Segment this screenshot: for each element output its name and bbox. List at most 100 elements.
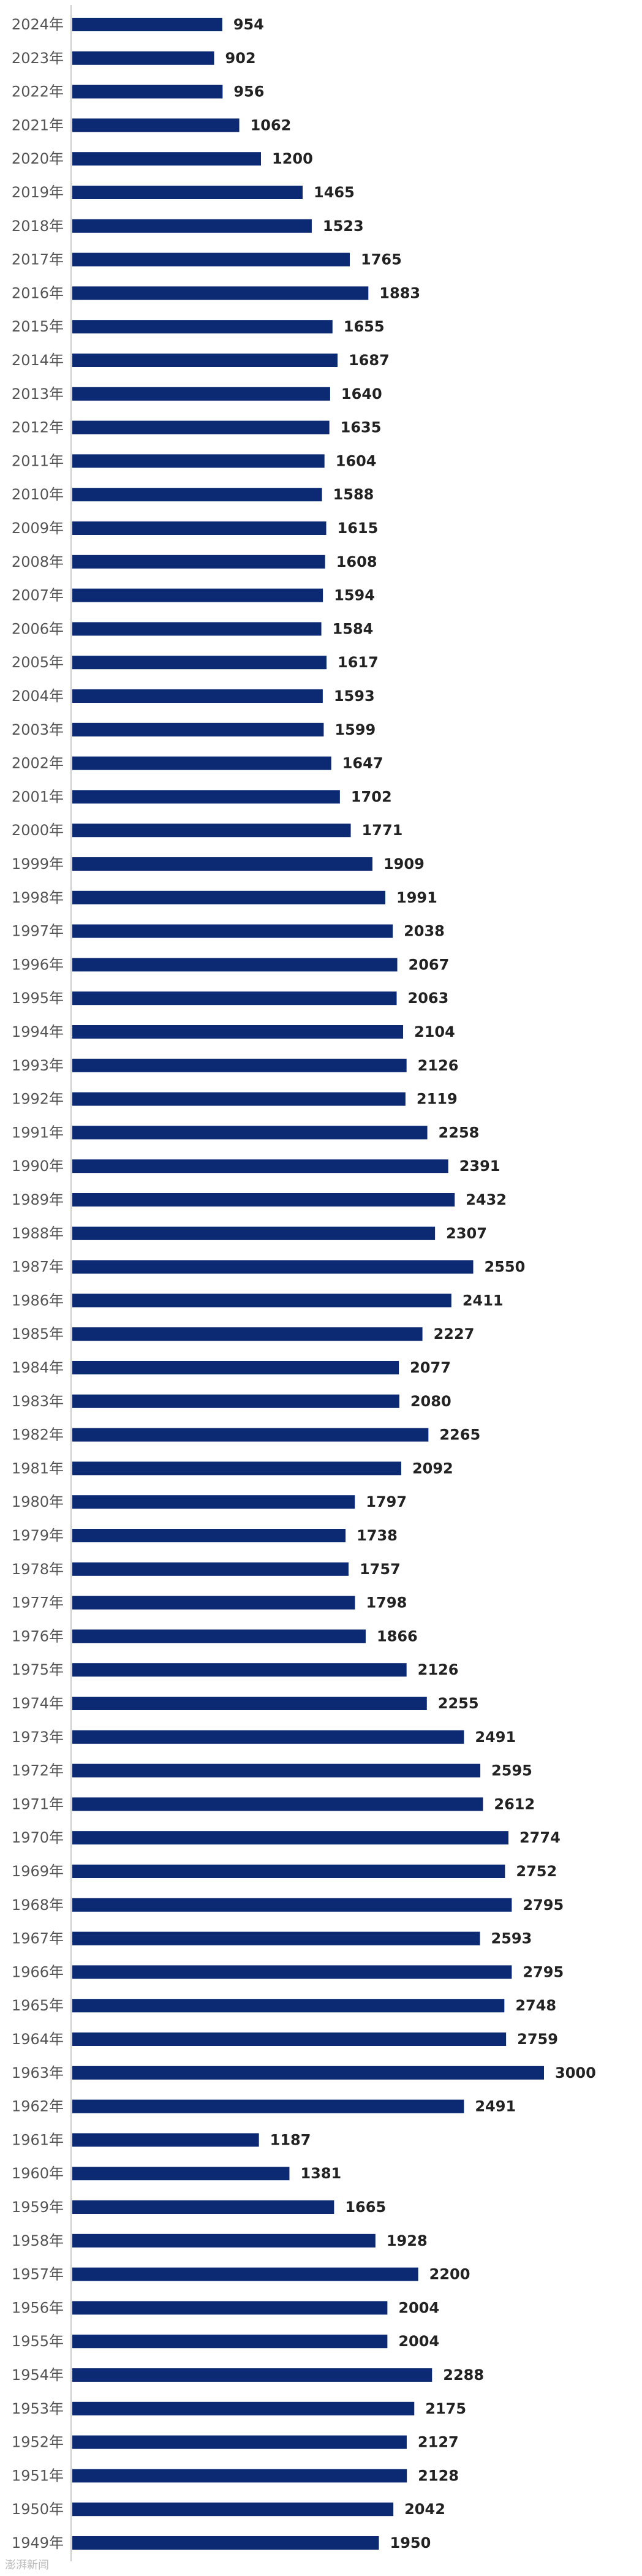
y-tick-label: 1984年	[12, 1359, 64, 1376]
data-label: 2175	[425, 2400, 466, 2417]
y-tick-label: 2009年	[12, 520, 64, 537]
data-label: 954	[233, 16, 264, 33]
data-label: 1381	[300, 2165, 341, 2182]
y-tick-label: 2001年	[12, 788, 64, 805]
data-label: 2307	[446, 1225, 487, 1242]
bar	[72, 2536, 379, 2550]
y-tick-label: 1978年	[12, 1561, 64, 1578]
data-label: 2795	[523, 1963, 564, 1980]
y-tick-label: 1983年	[12, 1393, 64, 1410]
bar	[72, 2502, 394, 2517]
bar	[72, 722, 324, 737]
y-tick-label: 2003年	[12, 721, 64, 738]
y-tick-label: 1982年	[12, 1426, 64, 1444]
data-label: 2612	[494, 1795, 535, 1813]
bar	[72, 454, 325, 468]
bar	[72, 890, 386, 904]
bar	[72, 1999, 505, 2013]
bar	[72, 1327, 423, 1341]
bar	[72, 1529, 346, 1542]
data-label: 1757	[360, 1561, 401, 1578]
y-tick-label: 1998年	[12, 889, 64, 906]
data-label: 2004	[398, 2333, 439, 2350]
y-tick-label: 2005年	[12, 654, 64, 671]
bar	[72, 924, 393, 938]
y-tick-label: 1951年	[12, 2467, 64, 2484]
data-label: 1604	[336, 452, 377, 469]
data-label: 1702	[351, 788, 392, 805]
y-tick-label: 2019年	[12, 184, 64, 201]
data-label: 1647	[342, 755, 383, 772]
data-label: 1883	[379, 284, 420, 301]
y-tick-label: 2017年	[12, 251, 64, 268]
data-label: 1584	[333, 620, 374, 637]
y-tick-label: 1957年	[12, 2266, 64, 2283]
y-tick-label: 1974年	[12, 1695, 64, 1712]
bar	[72, 1965, 512, 1979]
data-label: 3000	[555, 2064, 596, 2082]
data-label: 1928	[387, 2232, 428, 2249]
data-label: 1950	[390, 2534, 431, 2551]
bar	[72, 689, 323, 703]
y-tick-label: 1970年	[12, 1829, 64, 1846]
data-label: 2104	[414, 1023, 455, 1040]
data-label: 2265	[439, 1426, 480, 1444]
y-tick-label: 1953年	[12, 2400, 64, 2417]
y-tick-label: 1986年	[12, 1292, 64, 1309]
y-tick-label: 1995年	[12, 990, 64, 1007]
data-label: 2593	[491, 1930, 532, 1947]
y-tick-label: 1973年	[12, 1729, 64, 1746]
y-tick-label: 1985年	[12, 1325, 64, 1343]
data-label: 2491	[475, 2098, 516, 2115]
bar	[72, 521, 327, 535]
data-label: 2200	[429, 2266, 470, 2283]
bar	[72, 1562, 349, 1576]
bar	[72, 1294, 451, 1308]
y-tick-label: 1965年	[12, 1997, 64, 2014]
y-tick-label: 1949年	[12, 2534, 64, 2551]
data-label: 2128	[418, 2467, 459, 2484]
data-label: 2119	[417, 1091, 458, 1108]
bar	[72, 18, 222, 31]
y-tick-label: 1988年	[12, 1225, 64, 1242]
data-label: 1594	[334, 587, 375, 604]
y-tick-label: 1950年	[12, 2501, 64, 2518]
data-label: 2550	[485, 1259, 526, 1276]
y-tick-label: 2000年	[12, 822, 64, 839]
bar	[72, 320, 333, 334]
data-label: 2038	[404, 923, 445, 940]
bar	[72, 1730, 464, 1744]
data-label: 2288	[443, 2366, 484, 2384]
bar	[72, 1226, 436, 1240]
y-tick-label: 2014年	[12, 352, 64, 369]
bar	[72, 1394, 399, 1408]
data-label: 1593	[334, 688, 375, 705]
data-label: 1608	[336, 553, 377, 570]
y-tick-label: 2015年	[12, 318, 64, 335]
data-label: 2491	[475, 1729, 516, 1746]
data-label: 2077	[410, 1359, 451, 1376]
bar	[72, 1663, 407, 1677]
bar	[72, 588, 323, 602]
bar	[72, 488, 322, 502]
y-tick-label: 2007年	[12, 587, 64, 604]
data-label: 2080	[410, 1393, 451, 1410]
bar	[72, 2167, 290, 2181]
y-tick-label: 2018年	[12, 218, 64, 235]
bar	[72, 186, 303, 199]
y-tick-label: 1976年	[12, 1627, 64, 1645]
bar	[72, 790, 340, 804]
bar	[72, 1361, 399, 1374]
bar	[72, 1025, 404, 1039]
data-label: 956	[233, 83, 264, 100]
y-tick-label: 2012年	[12, 419, 64, 436]
bar	[72, 1697, 427, 1710]
bar	[72, 1596, 355, 1610]
bar	[72, 1126, 428, 1140]
y-tick-label: 1993年	[12, 1057, 64, 1074]
bar	[72, 656, 327, 670]
y-tick-label: 2022年	[12, 83, 64, 100]
bar	[72, 824, 351, 838]
bar	[72, 958, 398, 972]
